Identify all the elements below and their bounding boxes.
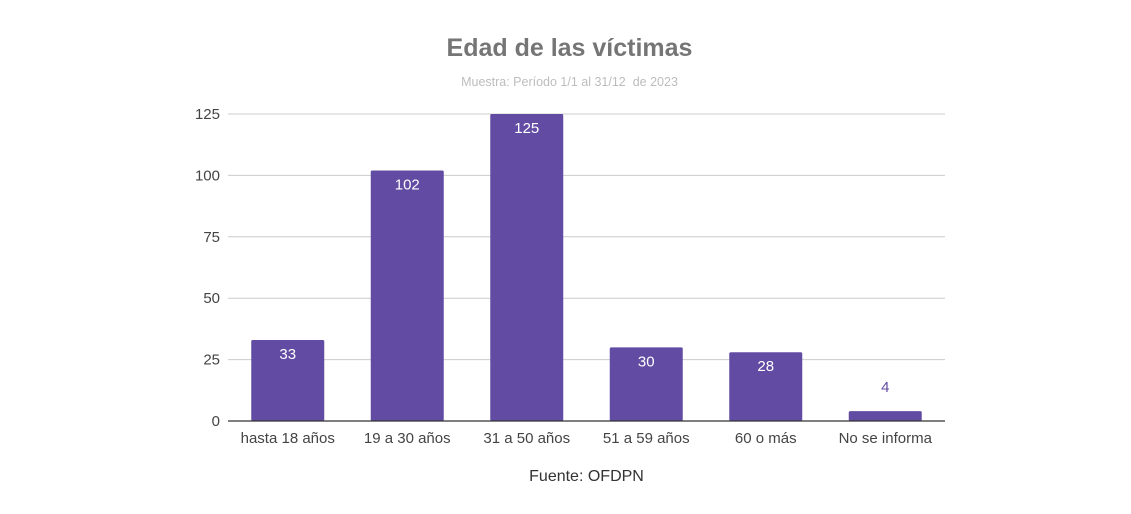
bar [729, 352, 803, 421]
y-tick-label: 25 [203, 352, 220, 369]
x-tick-label: 51 a 59 años [603, 430, 690, 447]
data-label: 102 [395, 176, 420, 193]
y-tick-label: 125 [195, 106, 220, 123]
source-note: Fuente: OFDPN [529, 468, 644, 485]
y-tick-label: 50 [203, 290, 220, 307]
bar [251, 339, 325, 421]
x-tick-label: 31 a 50 años [483, 430, 570, 447]
y-tick-label: 0 [212, 413, 220, 430]
bar [848, 411, 922, 421]
data-label: 33 [279, 346, 296, 363]
bar [490, 114, 564, 421]
data-label: 125 [514, 120, 539, 137]
y-tick-label: 100 [195, 167, 220, 184]
chart-subtitle: Muestra: Período 1/1 al 31/12 de 2023 [461, 75, 678, 89]
bar [609, 347, 683, 421]
x-tick-label: hasta 18 años [241, 430, 335, 447]
x-tick-label: 60 o más [735, 430, 797, 447]
bar [370, 170, 444, 421]
x-tick-label: No se informa [839, 430, 933, 447]
y-tick-label: 75 [203, 229, 220, 246]
data-label: 4 [881, 379, 889, 396]
data-label: 28 [757, 358, 774, 375]
data-label: 30 [638, 353, 655, 370]
x-tick-label: 19 a 30 años [364, 430, 451, 447]
chart-title: Edad de las víctimas [446, 34, 693, 62]
